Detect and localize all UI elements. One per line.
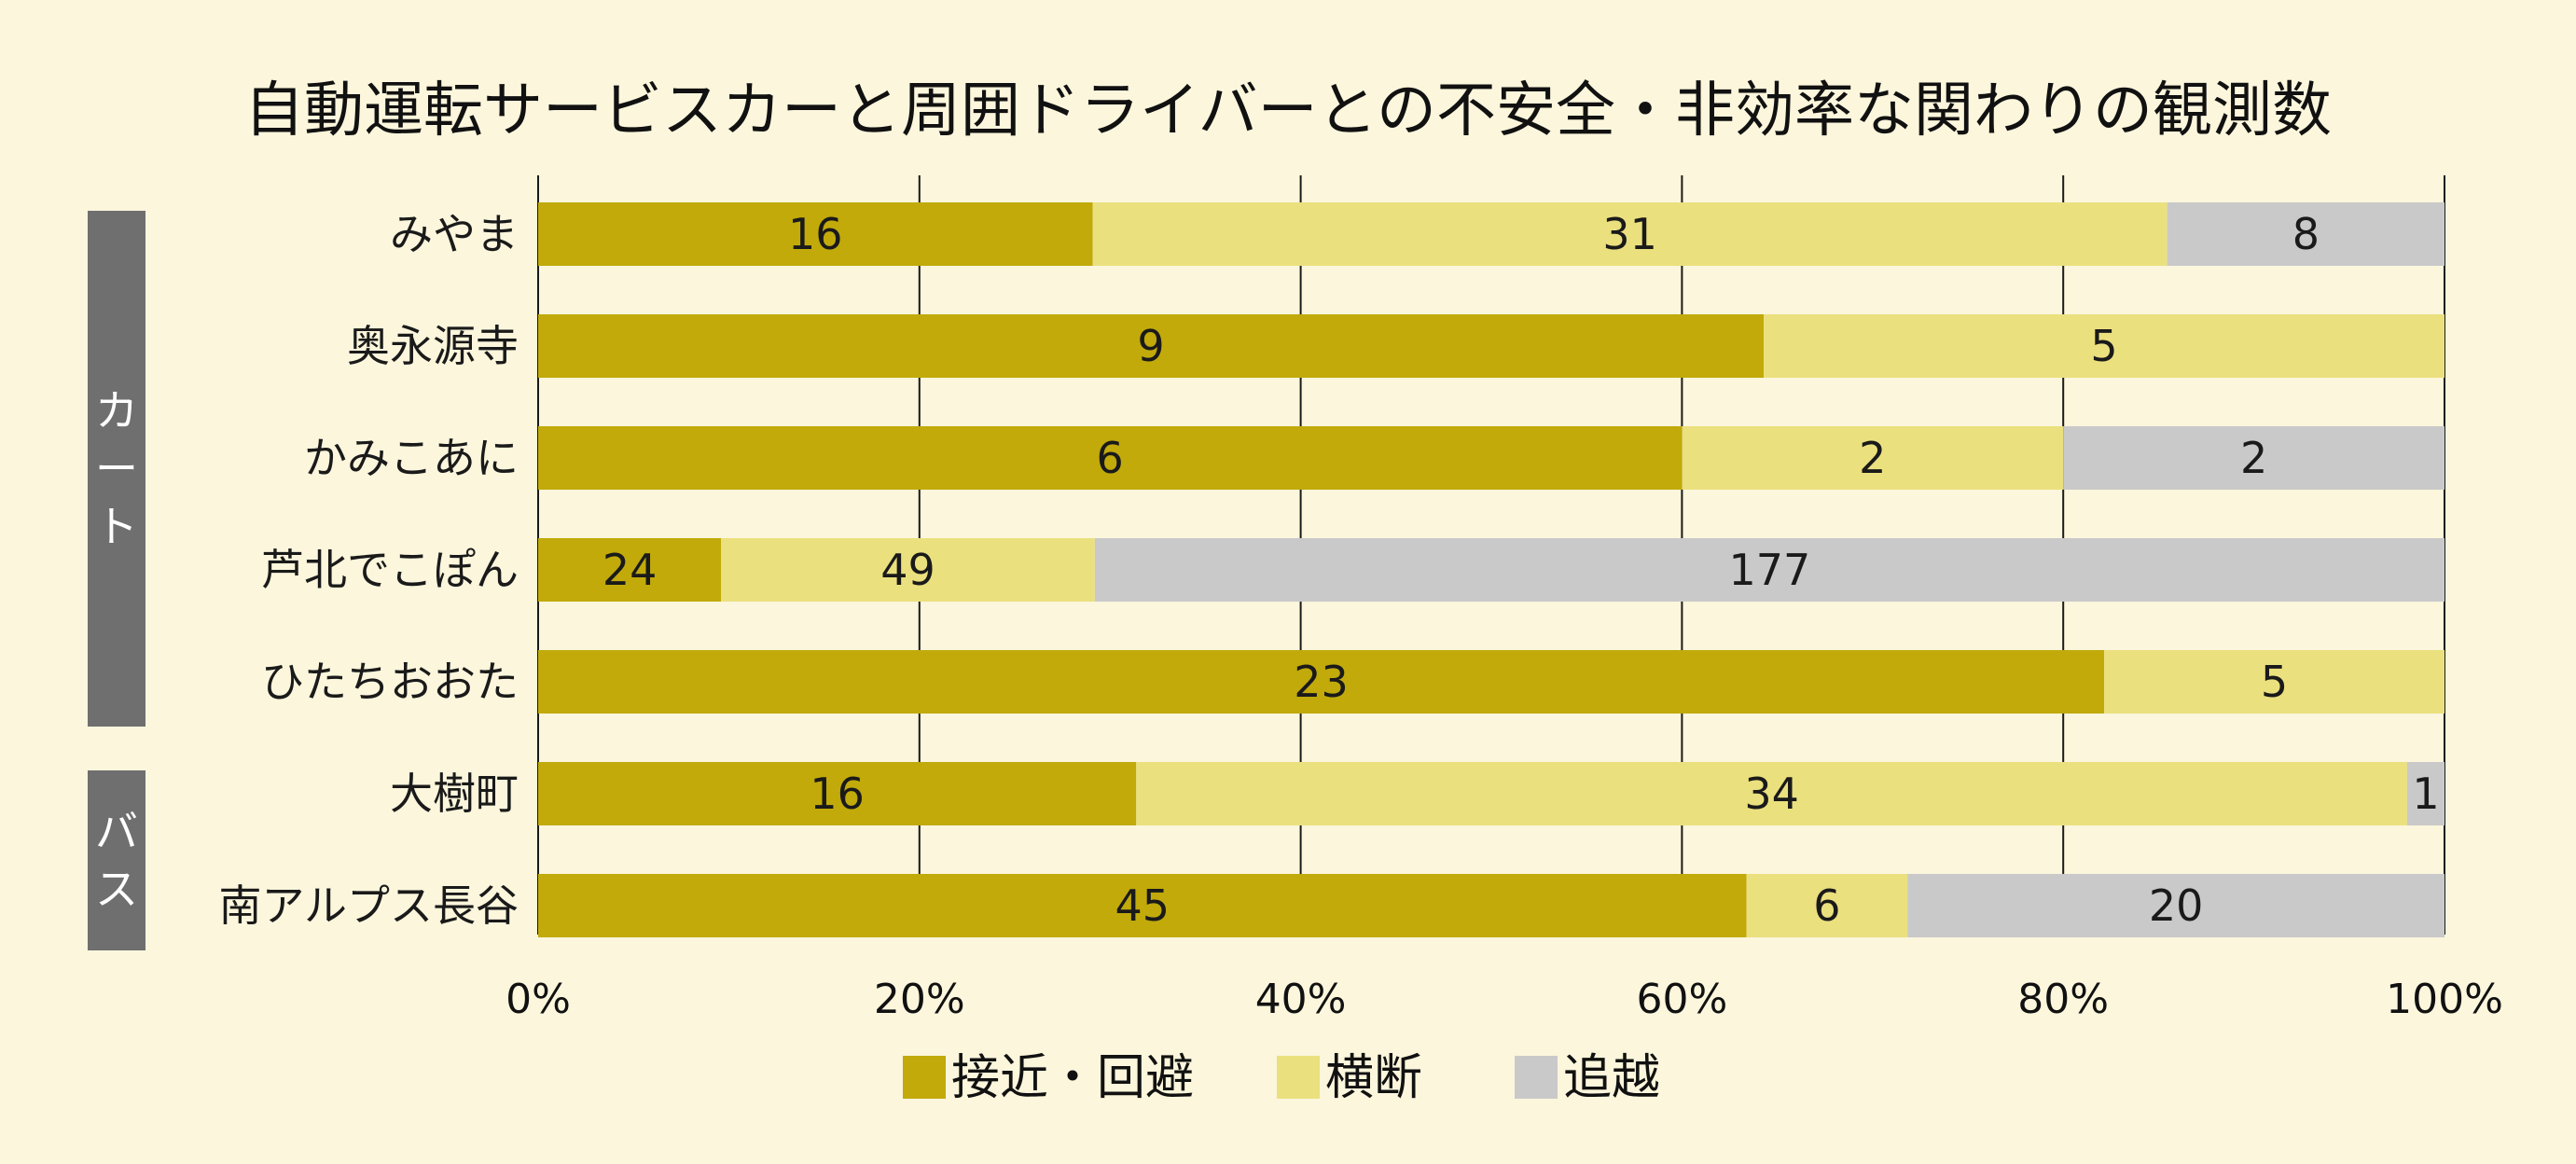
legend-label: 接近・回避 bbox=[951, 1050, 1194, 1106]
data-label: 31 bbox=[1602, 209, 1657, 259]
data-label: 23 bbox=[1294, 657, 1349, 707]
bar-segment bbox=[1092, 202, 2167, 266]
data-label: 5 bbox=[2261, 657, 2288, 707]
category-label: 大樹町 bbox=[390, 769, 519, 819]
bar-segment bbox=[1682, 426, 2064, 490]
x-axis-ticks: 0% 20% 40% 60% 80% 100% bbox=[506, 976, 2503, 1023]
bar-segment bbox=[538, 650, 2104, 714]
category-label: かみこあに bbox=[304, 433, 519, 483]
bar-segment bbox=[2167, 202, 2444, 266]
bar-segment bbox=[538, 426, 1683, 490]
bar-segment bbox=[1907, 874, 2444, 937]
data-label: 177 bbox=[1729, 545, 1811, 595]
legend: 接近・回避 横断 追越 bbox=[903, 1050, 1660, 1106]
bar-segment bbox=[1136, 762, 2407, 825]
data-label: 1 bbox=[2412, 769, 2439, 819]
bar-segment bbox=[721, 538, 1095, 602]
legend-swatch bbox=[1515, 1056, 1558, 1099]
group-label-char: バ bbox=[95, 807, 138, 857]
data-label: 49 bbox=[880, 545, 935, 595]
bar-segment bbox=[1764, 314, 2444, 378]
group-label-box bbox=[88, 211, 145, 727]
group-label-char: カ bbox=[95, 386, 138, 436]
legend-label: 横断 bbox=[1325, 1050, 1422, 1106]
group-label-char: ー bbox=[95, 444, 138, 494]
chart-title: 自動運転サービスカーと周囲ドライバーとの不安全・非効率な関わりの観測数 bbox=[244, 76, 2332, 146]
bar-segment bbox=[538, 762, 1137, 825]
category-label: 南アルプス長谷 bbox=[218, 880, 519, 931]
data-label: 2 bbox=[1859, 433, 1886, 483]
data-label: 8 bbox=[2292, 209, 2320, 259]
data-label: 20 bbox=[2149, 880, 2204, 931]
legend-swatch bbox=[1277, 1056, 1320, 1099]
legend-swatch bbox=[903, 1056, 946, 1099]
bar-segment bbox=[2063, 426, 2444, 490]
data-label: 24 bbox=[602, 545, 658, 595]
data-label: 16 bbox=[810, 769, 865, 819]
bar-segment bbox=[1094, 538, 2444, 602]
bar-segment bbox=[1746, 874, 1908, 937]
bar-segment bbox=[2104, 650, 2444, 714]
bar-segment bbox=[538, 202, 1093, 266]
bar-segment bbox=[538, 538, 722, 602]
x-tick-label: 20% bbox=[874, 976, 965, 1023]
x-tick-label: 40% bbox=[1255, 976, 1347, 1023]
group-label-box bbox=[88, 770, 145, 950]
x-tick-label: 80% bbox=[2017, 976, 2109, 1023]
category-label: 奥永源寺 bbox=[347, 321, 519, 371]
legend-label: 追越 bbox=[1563, 1050, 1660, 1106]
x-tick-label: 100% bbox=[2386, 976, 2503, 1023]
category-label: ひたちおおた bbox=[261, 657, 519, 707]
bar-series bbox=[538, 202, 2444, 937]
category-label: みやま bbox=[390, 209, 519, 259]
group-label-char: ト bbox=[95, 502, 138, 552]
data-labels: 16 31 8 9 5 6 2 2 24 49 177 23 5 16 34 1 45 6 20 bbox=[602, 209, 2440, 931]
bar-segment bbox=[538, 874, 1747, 937]
category-label: 芦北でこぽん bbox=[261, 545, 519, 595]
data-label: 34 bbox=[1744, 769, 1799, 819]
data-label: 9 bbox=[1137, 321, 1164, 371]
data-label: 6 bbox=[1097, 433, 1124, 483]
data-label: 6 bbox=[1813, 880, 1840, 931]
data-label: 5 bbox=[2090, 321, 2117, 371]
group-label-char: ス bbox=[95, 865, 138, 915]
data-label: 16 bbox=[788, 209, 843, 259]
x-tick-label: 60% bbox=[1637, 976, 1728, 1023]
x-tick-label: 0% bbox=[506, 976, 571, 1023]
bar-segment bbox=[2406, 762, 2444, 825]
bar-segment bbox=[538, 314, 1764, 378]
data-label: 45 bbox=[1115, 880, 1170, 931]
data-label: 2 bbox=[2240, 433, 2267, 483]
